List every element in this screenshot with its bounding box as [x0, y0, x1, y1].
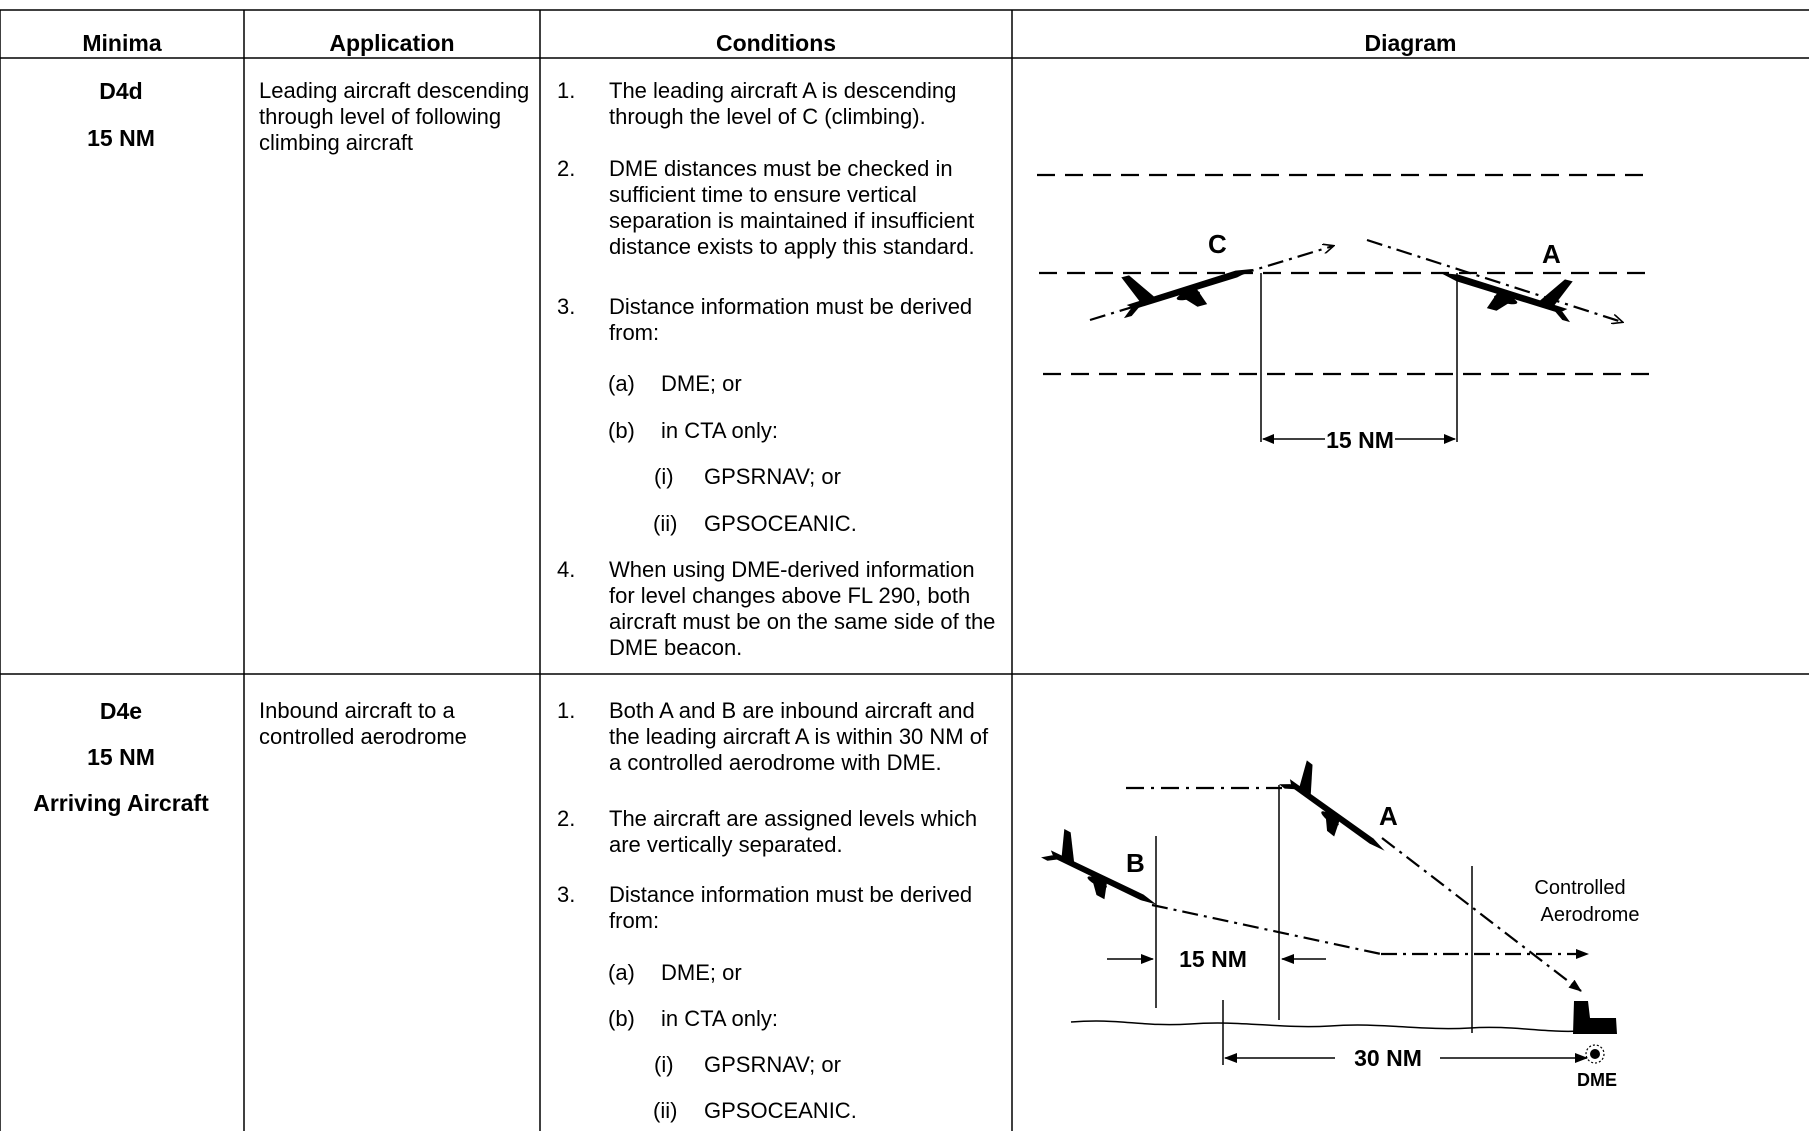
row1-cond-b-num: (b)	[608, 418, 635, 443]
row2-cond-a-text: DME; or	[661, 960, 742, 985]
row2-cond3-num: 3.	[557, 882, 576, 907]
distance-label-15nm-2: 15 NM	[1179, 946, 1247, 972]
row2-cond2-text: The aircraft are assigned levels which a…	[609, 806, 978, 857]
row2-minima-note: Arriving Aircraft	[33, 790, 209, 816]
row1-cond1-num: 1.	[557, 78, 576, 103]
header-diagram: Diagram	[1364, 30, 1457, 56]
row1-cond-i-num: (i)	[654, 464, 674, 489]
row2-cond1-num: 1.	[557, 698, 576, 723]
row2-cond-a-num: (a)	[608, 960, 635, 985]
ground-line	[1070, 1020, 1581, 1033]
row2-cond-b-text: in CTA only:	[661, 1006, 778, 1031]
row2-cond2-num: 2.	[557, 806, 576, 831]
row1-cond-i-text: GPSRNAV; or	[704, 464, 841, 489]
aerodrome-label-line2: Aerodrome	[1541, 904, 1640, 926]
aerodrome-label-line1: Controlled	[1534, 877, 1625, 899]
row1-cond3-num: 3.	[557, 294, 576, 319]
row1-minima-code: D4d	[99, 78, 143, 104]
row2-cond-i-num: (i)	[654, 1052, 674, 1077]
track-a-descending	[1366, 238, 1622, 322]
row2-cond1-text: Both A and B are inbound aircraft and th…	[609, 698, 989, 775]
row1-cond-a-text: DME; or	[661, 371, 742, 396]
header-application: Application	[329, 30, 455, 56]
row2-minima-code: D4e	[99, 698, 143, 724]
track-b-descent	[1151, 903, 1382, 956]
row2-cond3-text: Distance information must be derived fro…	[609, 882, 973, 933]
row1-cond2-num: 2.	[557, 156, 576, 181]
row1-cond-ii-num: (ii)	[653, 511, 678, 536]
row1-cond3-text: Distance information must be derived fro…	[609, 294, 973, 345]
label-a2: A	[1379, 801, 1398, 831]
header-conditions: Conditions	[715, 30, 837, 56]
row2-cond-b-num: (b)	[608, 1006, 635, 1031]
track-a-descent	[1381, 837, 1582, 992]
row2-cond-i-text: GPSRNAV; or	[704, 1052, 841, 1077]
row2-application: Inbound aircraft to a controlled aerodro…	[259, 698, 467, 749]
header-minima: Minima	[82, 30, 162, 56]
label-a: A	[1542, 239, 1561, 269]
row2-cond-ii-num: (ii)	[653, 1098, 678, 1123]
label-c: C	[1208, 229, 1227, 259]
row2-cond-ii-text: GPSOCEANIC.	[704, 1098, 857, 1123]
dme-label: DME	[1577, 1070, 1617, 1090]
dme-beacon-icon	[1585, 1044, 1605, 1064]
row1-cond4-num: 4.	[557, 557, 576, 582]
aircraft-b-icon	[1037, 825, 1168, 923]
row1-cond-a-num: (a)	[608, 371, 635, 396]
row2-minima-distance: 15 NM	[87, 744, 155, 770]
distance-label-15nm: 15 NM	[1326, 427, 1394, 453]
row1-cond-ii-text: GPSOCEANIC.	[704, 511, 857, 536]
row1-cond-b-text: in CTA only:	[661, 418, 778, 443]
row1-minima-distance: 15 NM	[87, 125, 155, 151]
aerodrome-tower-icon	[1573, 1001, 1617, 1034]
row1-cond1-text: The leading aircraft A is descending thr…	[609, 78, 957, 129]
row1-cond4-text: When using DME-derived information for l…	[609, 557, 996, 660]
row1-cond2-text: DME distances must be checked in suffici…	[609, 156, 975, 259]
label-b: B	[1126, 848, 1145, 878]
distance-label-30nm: 30 NM	[1354, 1045, 1422, 1071]
row1-application: Leading aircraft descending through leve…	[259, 78, 530, 155]
